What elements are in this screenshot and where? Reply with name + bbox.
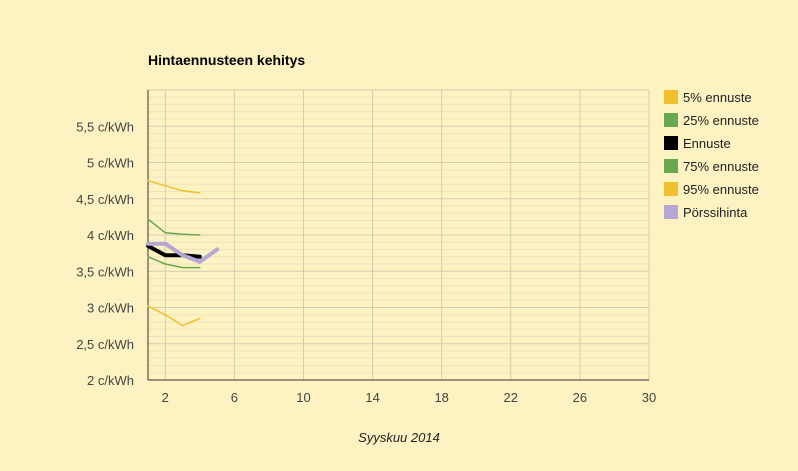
y-tick-label: 3,5 c/kWh bbox=[76, 264, 134, 279]
series-line-3 bbox=[146, 243, 202, 259]
legend-swatch bbox=[664, 159, 678, 173]
series-line-1 bbox=[147, 305, 201, 327]
legend-label: Pörssihinta bbox=[683, 205, 748, 220]
x-axis-ticks: 2 6 10 14 18 22 26 30 bbox=[162, 390, 657, 405]
y-tick-label: 4 c/kWh bbox=[87, 228, 134, 243]
grid bbox=[148, 89, 650, 381]
x-tick-label: 6 bbox=[231, 390, 238, 405]
y-tick-label: 5 c/kWh bbox=[87, 156, 134, 171]
series-line-5 bbox=[147, 179, 201, 194]
y-tick-label: 5,5 c/kWh bbox=[76, 119, 134, 134]
series-line-4 bbox=[147, 218, 201, 236]
y-tick-label: 2 c/kWh bbox=[87, 373, 134, 388]
legend-swatch bbox=[664, 182, 678, 196]
legend-label: 25% ennuste bbox=[683, 113, 759, 128]
x-tick-label: 14 bbox=[365, 390, 379, 405]
legend-swatch bbox=[664, 205, 678, 219]
x-tick-label: 2 bbox=[162, 390, 169, 405]
y-tick-label: 2,5 c/kWh bbox=[76, 337, 134, 352]
legend-swatch bbox=[664, 113, 678, 127]
y-tick-label: 4,5 c/kWh bbox=[76, 192, 134, 207]
x-tick-label: 22 bbox=[504, 390, 518, 405]
legend-swatch bbox=[664, 136, 678, 150]
x-axis-label: Syyskuu 2014 bbox=[358, 430, 440, 445]
chart-title: Hintaennusteen kehitys bbox=[148, 52, 305, 68]
series-line-6 bbox=[146, 241, 220, 264]
legend-label: Ennuste bbox=[683, 136, 731, 151]
legend-label: 75% ennuste bbox=[683, 159, 759, 174]
legend-swatch bbox=[664, 90, 678, 104]
x-tick-label: 30 bbox=[642, 390, 656, 405]
series-group bbox=[146, 179, 220, 327]
x-tick-label: 18 bbox=[434, 390, 448, 405]
y-tick-label: 3 c/kWh bbox=[87, 301, 134, 316]
axes bbox=[147, 90, 649, 381]
series-line-2 bbox=[147, 256, 201, 269]
x-tick-label: 10 bbox=[296, 390, 310, 405]
x-tick-label: 26 bbox=[573, 390, 587, 405]
legend-label: 5% ennuste bbox=[683, 90, 752, 105]
legend: 5% ennuste 25% ennuste Ennuste 75% ennuste 9… bbox=[664, 90, 759, 220]
legend-label: 95% ennuste bbox=[683, 182, 759, 197]
y-axis-ticks: 2 c/kWh 2,5 c/kWh 3 c/kWh 3,5 c/kWh 4 c/kWh 4… bbox=[76, 119, 134, 388]
